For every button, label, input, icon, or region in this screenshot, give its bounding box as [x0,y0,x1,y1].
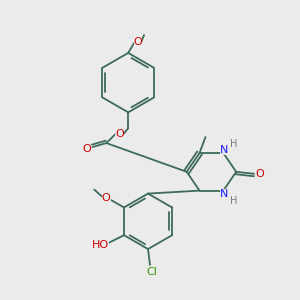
Text: O: O [102,193,110,202]
Text: H: H [230,139,237,149]
Text: O: O [256,169,264,179]
Text: Cl: Cl [146,267,158,277]
Text: O: O [115,129,124,139]
Text: H: H [230,196,237,206]
Text: HO: HO [92,240,109,250]
Text: O: O [82,144,91,154]
Text: N: N [220,145,229,155]
Text: O: O [134,37,142,47]
Text: N: N [220,189,229,199]
